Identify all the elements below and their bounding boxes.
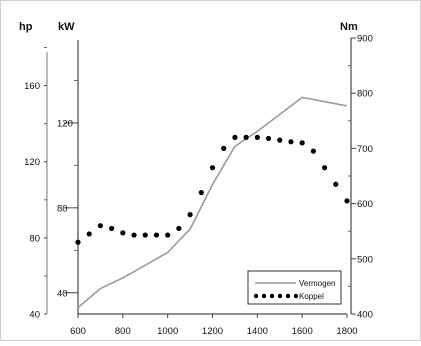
data-point-koppel <box>221 145 227 151</box>
data-point-koppel <box>86 231 92 237</box>
kw-tick-label: 80 <box>57 203 68 214</box>
nm-tick-label: 800 <box>357 89 373 100</box>
data-point-koppel <box>344 198 350 204</box>
data-point-koppel <box>277 137 283 143</box>
legend-swatch-koppel <box>253 293 299 299</box>
data-point-koppel <box>120 230 126 236</box>
data-point-koppel <box>209 165 216 171</box>
nm-tick-label: 500 <box>357 254 373 265</box>
data-point-koppel <box>243 134 249 140</box>
data-point-koppel <box>176 225 182 232</box>
data-point-koppel <box>232 134 238 140</box>
data-point-koppel <box>75 239 81 245</box>
hp-tick-label: 120 <box>24 157 40 168</box>
data-point-koppel <box>333 181 339 187</box>
data-point-koppel <box>165 232 171 238</box>
kw-tick-label: 40 <box>57 288 68 299</box>
x-tick-label: 1400 <box>247 326 268 337</box>
series-line-vermogen <box>77 96 348 309</box>
data-point-koppel <box>187 212 193 218</box>
nm-tick-label: 400 <box>357 310 373 321</box>
nm-tick-label: 600 <box>357 199 373 210</box>
x-tick-label: 1000 <box>157 326 178 337</box>
hp-tick-label: 80 <box>29 233 40 244</box>
x-tick-label: 800 <box>115 326 131 337</box>
nm-unit-label: Nm <box>340 21 358 33</box>
legend-label-koppel: Koppel <box>299 292 324 301</box>
data-point-koppel <box>142 232 148 238</box>
data-point-koppel <box>321 165 328 171</box>
data-point-koppel <box>131 232 137 238</box>
data-point-koppel <box>254 134 260 140</box>
data-point-koppel <box>265 135 272 142</box>
nm-tick-label: 700 <box>357 144 373 155</box>
legend-label-vermogen: Vermogen <box>299 279 335 288</box>
legend: Vermogen Koppel <box>247 270 342 305</box>
kw-unit-label: kW <box>58 21 75 33</box>
nm-tick-label: 900 <box>357 34 373 45</box>
series-koppel <box>75 134 350 245</box>
data-point-koppel <box>299 140 305 146</box>
kw-tick-label: 120 <box>57 118 73 129</box>
x-tick-label: 1200 <box>202 326 223 337</box>
x-tick-label: 1800 <box>336 326 357 337</box>
data-point-koppel <box>97 223 104 229</box>
series-vermogen <box>77 96 348 309</box>
data-point-koppel <box>310 148 316 154</box>
x-tick-label: 600 <box>70 326 86 337</box>
data-point-koppel <box>198 189 204 196</box>
data-point-koppel <box>288 139 294 145</box>
hp-tick-label: 40 <box>29 310 40 321</box>
hp-tick-label: 160 <box>24 81 40 92</box>
data-point-koppel <box>109 225 115 232</box>
hp-unit-label: hp <box>19 21 33 33</box>
data-point-koppel <box>153 232 160 238</box>
x-tick-label: 1600 <box>292 326 313 337</box>
